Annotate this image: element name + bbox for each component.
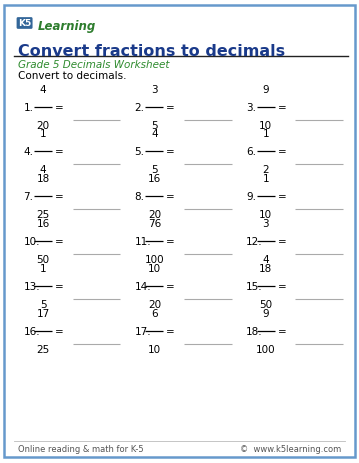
Text: =: = [166, 237, 175, 247]
Text: 1: 1 [262, 174, 269, 184]
Text: Learning: Learning [38, 20, 96, 33]
Text: 4: 4 [151, 129, 158, 139]
Text: 4: 4 [40, 84, 46, 94]
Text: =: = [278, 326, 286, 336]
Text: =: = [278, 102, 286, 113]
Text: 1.: 1. [23, 102, 33, 113]
Text: 20: 20 [37, 120, 50, 131]
Text: =: = [166, 192, 175, 202]
Text: 6.: 6. [246, 147, 256, 157]
Text: 1: 1 [40, 129, 46, 139]
Text: =: = [55, 147, 64, 157]
Text: 25: 25 [37, 344, 50, 354]
Text: =: = [55, 192, 64, 202]
Text: =: = [55, 281, 64, 291]
Text: =: = [278, 281, 286, 291]
Text: 9: 9 [262, 308, 269, 318]
Text: 3: 3 [151, 84, 158, 94]
Text: 50: 50 [259, 299, 272, 309]
Text: =: = [278, 147, 286, 157]
Text: 2: 2 [262, 165, 269, 175]
Text: 14.: 14. [135, 281, 151, 291]
Text: 50: 50 [37, 255, 50, 265]
Text: 10.: 10. [23, 237, 40, 247]
Text: 76: 76 [148, 219, 161, 229]
Text: =: = [55, 102, 64, 113]
Text: 10: 10 [259, 120, 272, 131]
Text: 11.: 11. [135, 237, 151, 247]
Text: 15.: 15. [246, 281, 262, 291]
Text: 25: 25 [37, 210, 50, 220]
Text: 5.: 5. [135, 147, 145, 157]
Text: Online reading & math for K-5: Online reading & math for K-5 [18, 444, 144, 453]
Text: 5: 5 [151, 165, 158, 175]
Text: Convert fractions to decimals: Convert fractions to decimals [18, 44, 285, 59]
Text: ©  www.k5learning.com: © www.k5learning.com [240, 444, 341, 453]
Text: 18: 18 [259, 263, 272, 273]
Text: 5: 5 [40, 299, 46, 309]
Text: 10: 10 [259, 210, 272, 220]
Text: =: = [166, 281, 175, 291]
Text: 4: 4 [262, 255, 269, 265]
Text: 16: 16 [148, 174, 161, 184]
Text: 2.: 2. [135, 102, 145, 113]
Text: 1: 1 [262, 129, 269, 139]
Text: K5: K5 [18, 19, 31, 28]
Text: 16: 16 [37, 219, 50, 229]
Text: =: = [55, 326, 64, 336]
Text: 10: 10 [148, 263, 161, 273]
Text: 12.: 12. [246, 237, 262, 247]
Text: =: = [166, 326, 175, 336]
Text: 18: 18 [37, 174, 50, 184]
Text: 20: 20 [148, 299, 161, 309]
Text: 8.: 8. [135, 192, 145, 202]
Text: 1: 1 [40, 263, 46, 273]
Text: 9.: 9. [246, 192, 256, 202]
Text: =: = [166, 147, 175, 157]
Text: 13.: 13. [23, 281, 40, 291]
Text: Convert to decimals.: Convert to decimals. [18, 71, 126, 81]
Text: =: = [55, 237, 64, 247]
Text: 9: 9 [262, 84, 269, 94]
Text: =: = [166, 102, 175, 113]
Text: 10: 10 [148, 344, 161, 354]
Text: 7.: 7. [23, 192, 33, 202]
Text: 6: 6 [151, 308, 158, 318]
Text: 17: 17 [37, 308, 50, 318]
Text: 4: 4 [40, 165, 46, 175]
Text: 3.: 3. [246, 102, 256, 113]
Text: 17.: 17. [135, 326, 151, 336]
Text: 3: 3 [262, 219, 269, 229]
Text: 5: 5 [151, 120, 158, 131]
Text: Grade 5 Decimals Worksheet: Grade 5 Decimals Worksheet [18, 60, 169, 70]
Text: =: = [278, 237, 286, 247]
Text: 100: 100 [256, 344, 275, 354]
Text: 20: 20 [148, 210, 161, 220]
Text: 4.: 4. [23, 147, 33, 157]
Text: 16.: 16. [23, 326, 40, 336]
Text: 18.: 18. [246, 326, 262, 336]
Text: =: = [278, 192, 286, 202]
Text: 100: 100 [145, 255, 164, 265]
